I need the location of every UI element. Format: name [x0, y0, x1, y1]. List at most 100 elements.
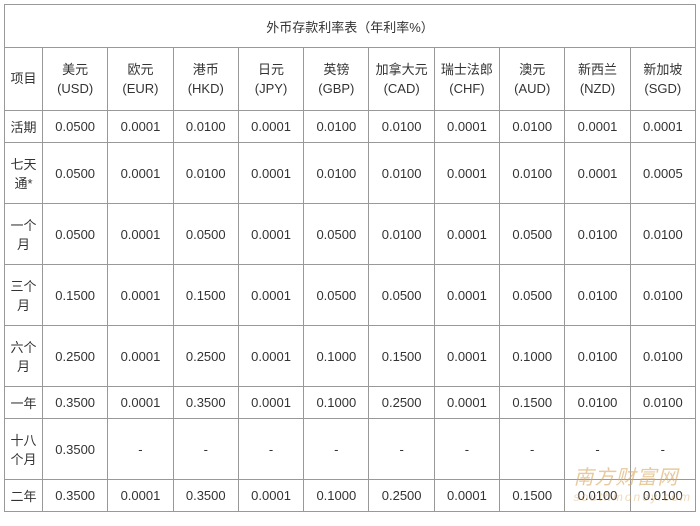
rate-cell: 0.0001	[108, 143, 173, 204]
rate-cell: 0.1500	[173, 265, 238, 326]
rate-cell: -	[369, 419, 434, 480]
rate-cell: 0.0001	[434, 143, 499, 204]
rate-cell: -	[238, 419, 303, 480]
currency-code: (USD)	[57, 81, 93, 96]
rate-cell: 0.0001	[434, 387, 499, 419]
currency-header: 新西兰 (NZD)	[565, 48, 630, 111]
row-label: 十八个月	[5, 419, 43, 480]
rate-cell: 0.3500	[43, 480, 108, 512]
row-header-label: 项目	[5, 48, 43, 111]
rate-cell: 0.0001	[108, 480, 173, 512]
currency-code: (CHF)	[449, 81, 484, 96]
rate-cell: 0.3500	[173, 480, 238, 512]
rate-cell: -	[565, 419, 630, 480]
rate-cell: 0.1500	[369, 326, 434, 387]
rate-cell: -	[630, 419, 695, 480]
rate-cell: 0.0001	[238, 480, 303, 512]
table-title: 外币存款利率表（年利率%）	[5, 5, 696, 48]
rate-cell: 0.0005	[630, 143, 695, 204]
rate-cell: 0.0100	[630, 480, 695, 512]
rate-cell: 0.0500	[173, 204, 238, 265]
rate-cell: 0.0500	[500, 265, 565, 326]
table-body: 活期0.05000.00010.01000.00010.01000.01000.…	[5, 111, 696, 512]
rate-cell: 0.0100	[369, 204, 434, 265]
rate-cell: 0.0001	[565, 111, 630, 143]
rate-cell: 0.1000	[304, 480, 369, 512]
currency-header: 英镑 (GBP)	[304, 48, 369, 111]
rate-cell: 0.0001	[434, 111, 499, 143]
rate-cell: 0.0001	[108, 204, 173, 265]
rate-cell: 0.0001	[108, 111, 173, 143]
rate-cell: 0.0500	[369, 265, 434, 326]
currency-name: 日元	[258, 62, 284, 77]
rate-cell: 0.0001	[108, 265, 173, 326]
rate-cell: 0.0001	[108, 387, 173, 419]
fx-rate-table: 外币存款利率表（年利率%） 项目 美元(USD)欧元(EUR)港币(HKD)日元…	[4, 4, 696, 512]
currency-code: (NZD)	[580, 81, 615, 96]
rate-cell: 0.1000	[304, 387, 369, 419]
table-row: 活期0.05000.00010.01000.00010.01000.01000.…	[5, 111, 696, 143]
rate-cell: 0.2500	[173, 326, 238, 387]
rate-cell: 0.0001	[434, 480, 499, 512]
table-row: 一年0.35000.00010.35000.00010.10000.25000.…	[5, 387, 696, 419]
rate-cell: 0.0001	[434, 326, 499, 387]
rate-cell: 0.3500	[173, 387, 238, 419]
currency-name: 新西兰	[578, 62, 617, 77]
table-row: 十八个月0.3500---------	[5, 419, 696, 480]
rate-cell: 0.0100	[565, 387, 630, 419]
rate-cell: 0.0100	[369, 143, 434, 204]
currency-header: 瑞士法郎(CHF)	[434, 48, 499, 111]
rate-cell: 0.1500	[500, 387, 565, 419]
rate-cell: 0.2500	[43, 326, 108, 387]
rate-cell: 0.0100	[565, 204, 630, 265]
rate-cell: 0.0001	[238, 204, 303, 265]
rate-cell: 0.0500	[304, 204, 369, 265]
rate-cell: 0.0100	[304, 143, 369, 204]
currency-code: (SGD)	[644, 81, 681, 96]
currency-header: 欧元 (EUR)	[108, 48, 173, 111]
rate-cell: 0.0500	[43, 143, 108, 204]
currency-code: (GBP)	[318, 81, 354, 96]
currency-code: (JPY)	[255, 81, 288, 96]
rate-cell: 0.0100	[369, 111, 434, 143]
rate-cell: 0.0100	[173, 143, 238, 204]
currency-name: 加拿大元	[376, 62, 428, 77]
row-label: 三个月	[5, 265, 43, 326]
currency-header: 澳元(AUD)	[500, 48, 565, 111]
rate-cell: 0.0001	[238, 111, 303, 143]
currency-code: (EUR)	[122, 81, 158, 96]
rate-cell: 0.0100	[630, 265, 695, 326]
rate-cell: -	[304, 419, 369, 480]
rate-cell: 0.0001	[630, 111, 695, 143]
rate-cell: -	[108, 419, 173, 480]
table-row: 一个月0.05000.00010.05000.00010.05000.01000…	[5, 204, 696, 265]
currency-name: 英镑	[323, 62, 349, 77]
rate-cell: -	[173, 419, 238, 480]
rate-cell: 0.0001	[565, 143, 630, 204]
rate-cell: 0.0001	[238, 265, 303, 326]
currency-header: 新加坡(SGD)	[630, 48, 695, 111]
rate-cell: 0.0001	[434, 265, 499, 326]
rate-cell: 0.0100	[304, 111, 369, 143]
rate-cell: 0.0100	[630, 326, 695, 387]
rate-cell: 0.0001	[434, 204, 499, 265]
rate-cell: 0.0100	[500, 143, 565, 204]
rate-cell: -	[434, 419, 499, 480]
table-row: 六个月0.25000.00010.25000.00010.10000.15000…	[5, 326, 696, 387]
rate-cell: 0.0100	[565, 326, 630, 387]
currency-name: 澳元	[519, 62, 545, 77]
table-row: 七天通*0.05000.00010.01000.00010.01000.0100…	[5, 143, 696, 204]
currency-header: 日元 (JPY)	[238, 48, 303, 111]
currency-header: 加拿大元(CAD)	[369, 48, 434, 111]
row-label: 活期	[5, 111, 43, 143]
rate-cell: 0.0100	[630, 387, 695, 419]
rate-cell: 0.0100	[565, 265, 630, 326]
currency-header: 港币(HKD)	[173, 48, 238, 111]
currency-name: 欧元	[127, 62, 153, 77]
rate-cell: 0.0100	[630, 204, 695, 265]
rate-cell: 0.0500	[304, 265, 369, 326]
table-row: 三个月0.15000.00010.15000.00010.05000.05000…	[5, 265, 696, 326]
rate-cell: 0.0001	[238, 326, 303, 387]
row-label: 一个月	[5, 204, 43, 265]
rate-cell: 0.1000	[304, 326, 369, 387]
